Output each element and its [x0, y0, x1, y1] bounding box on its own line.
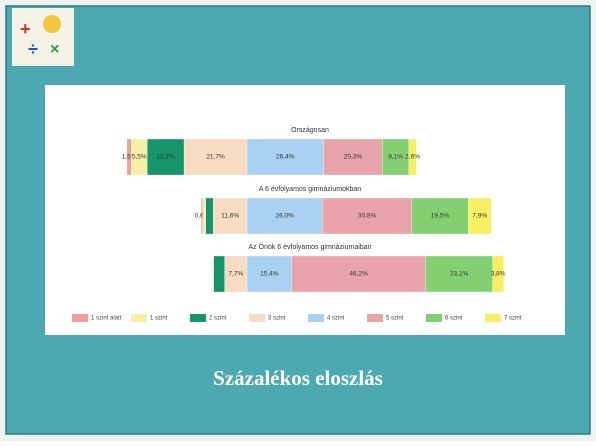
logo: + ÷ × — [12, 8, 74, 66]
legend-label: 5 szint — [386, 316, 404, 322]
legend-swatch — [426, 314, 442, 322]
legend-label: 1 szint alatt — [91, 316, 122, 322]
legend-label: 1 szint — [150, 316, 168, 322]
bar-segment — [206, 198, 214, 234]
data-label: 11,6% — [221, 213, 239, 220]
legend-label: 2 szint — [209, 316, 227, 322]
data-label: 23,1% — [450, 271, 469, 278]
legend-swatch — [72, 314, 88, 322]
data-label: 46,2% — [349, 271, 368, 278]
category-label: Az Önök 6 évfolyamos gimnáziumaiban — [249, 243, 372, 251]
legend-label: 4 szint — [327, 316, 345, 322]
category-label: A 6 évfolyamos gimnáziumokban — [259, 186, 361, 193]
logo-sign: + — [20, 19, 31, 39]
legend-label: 7 szint — [504, 316, 522, 322]
data-label: 26,0% — [275, 213, 294, 220]
data-label: 3,8% — [491, 271, 506, 278]
bar-segment — [203, 198, 206, 234]
slide-title: Százalékos eloszlás — [213, 366, 383, 390]
legend-swatch — [131, 314, 147, 322]
slide: + ÷ × Százalékos eloszlás Országosan1,5%… — [0, 0, 596, 441]
legend-swatch — [308, 314, 324, 322]
legend-swatch — [485, 314, 501, 322]
category-label: Országosan — [291, 127, 329, 134]
data-label: 7,9% — [472, 213, 487, 220]
data-label: 2,6% — [405, 154, 420, 161]
legend-swatch — [190, 314, 206, 322]
logo-sun — [43, 15, 61, 33]
data-label: 7,7% — [228, 271, 243, 278]
data-label: 15,4% — [260, 271, 279, 278]
legend-label: 3 szint — [268, 316, 286, 322]
logo-sign: × — [50, 41, 59, 58]
legend-swatch — [367, 314, 383, 322]
data-label: 19,5% — [431, 213, 450, 220]
bar-segment — [214, 256, 225, 292]
logo-sign: ÷ — [28, 39, 38, 59]
data-label: 30,8% — [358, 213, 377, 220]
data-label: 21,7% — [206, 154, 225, 161]
data-label: 12,7% — [156, 154, 175, 161]
legend-swatch — [249, 314, 265, 322]
legend-label: 6 szint — [445, 316, 463, 322]
data-label: 26,4% — [276, 154, 295, 161]
data-label: 5,5% — [132, 154, 147, 161]
data-label: 9,1% — [388, 154, 403, 161]
data-label: 20,3% — [344, 154, 363, 161]
